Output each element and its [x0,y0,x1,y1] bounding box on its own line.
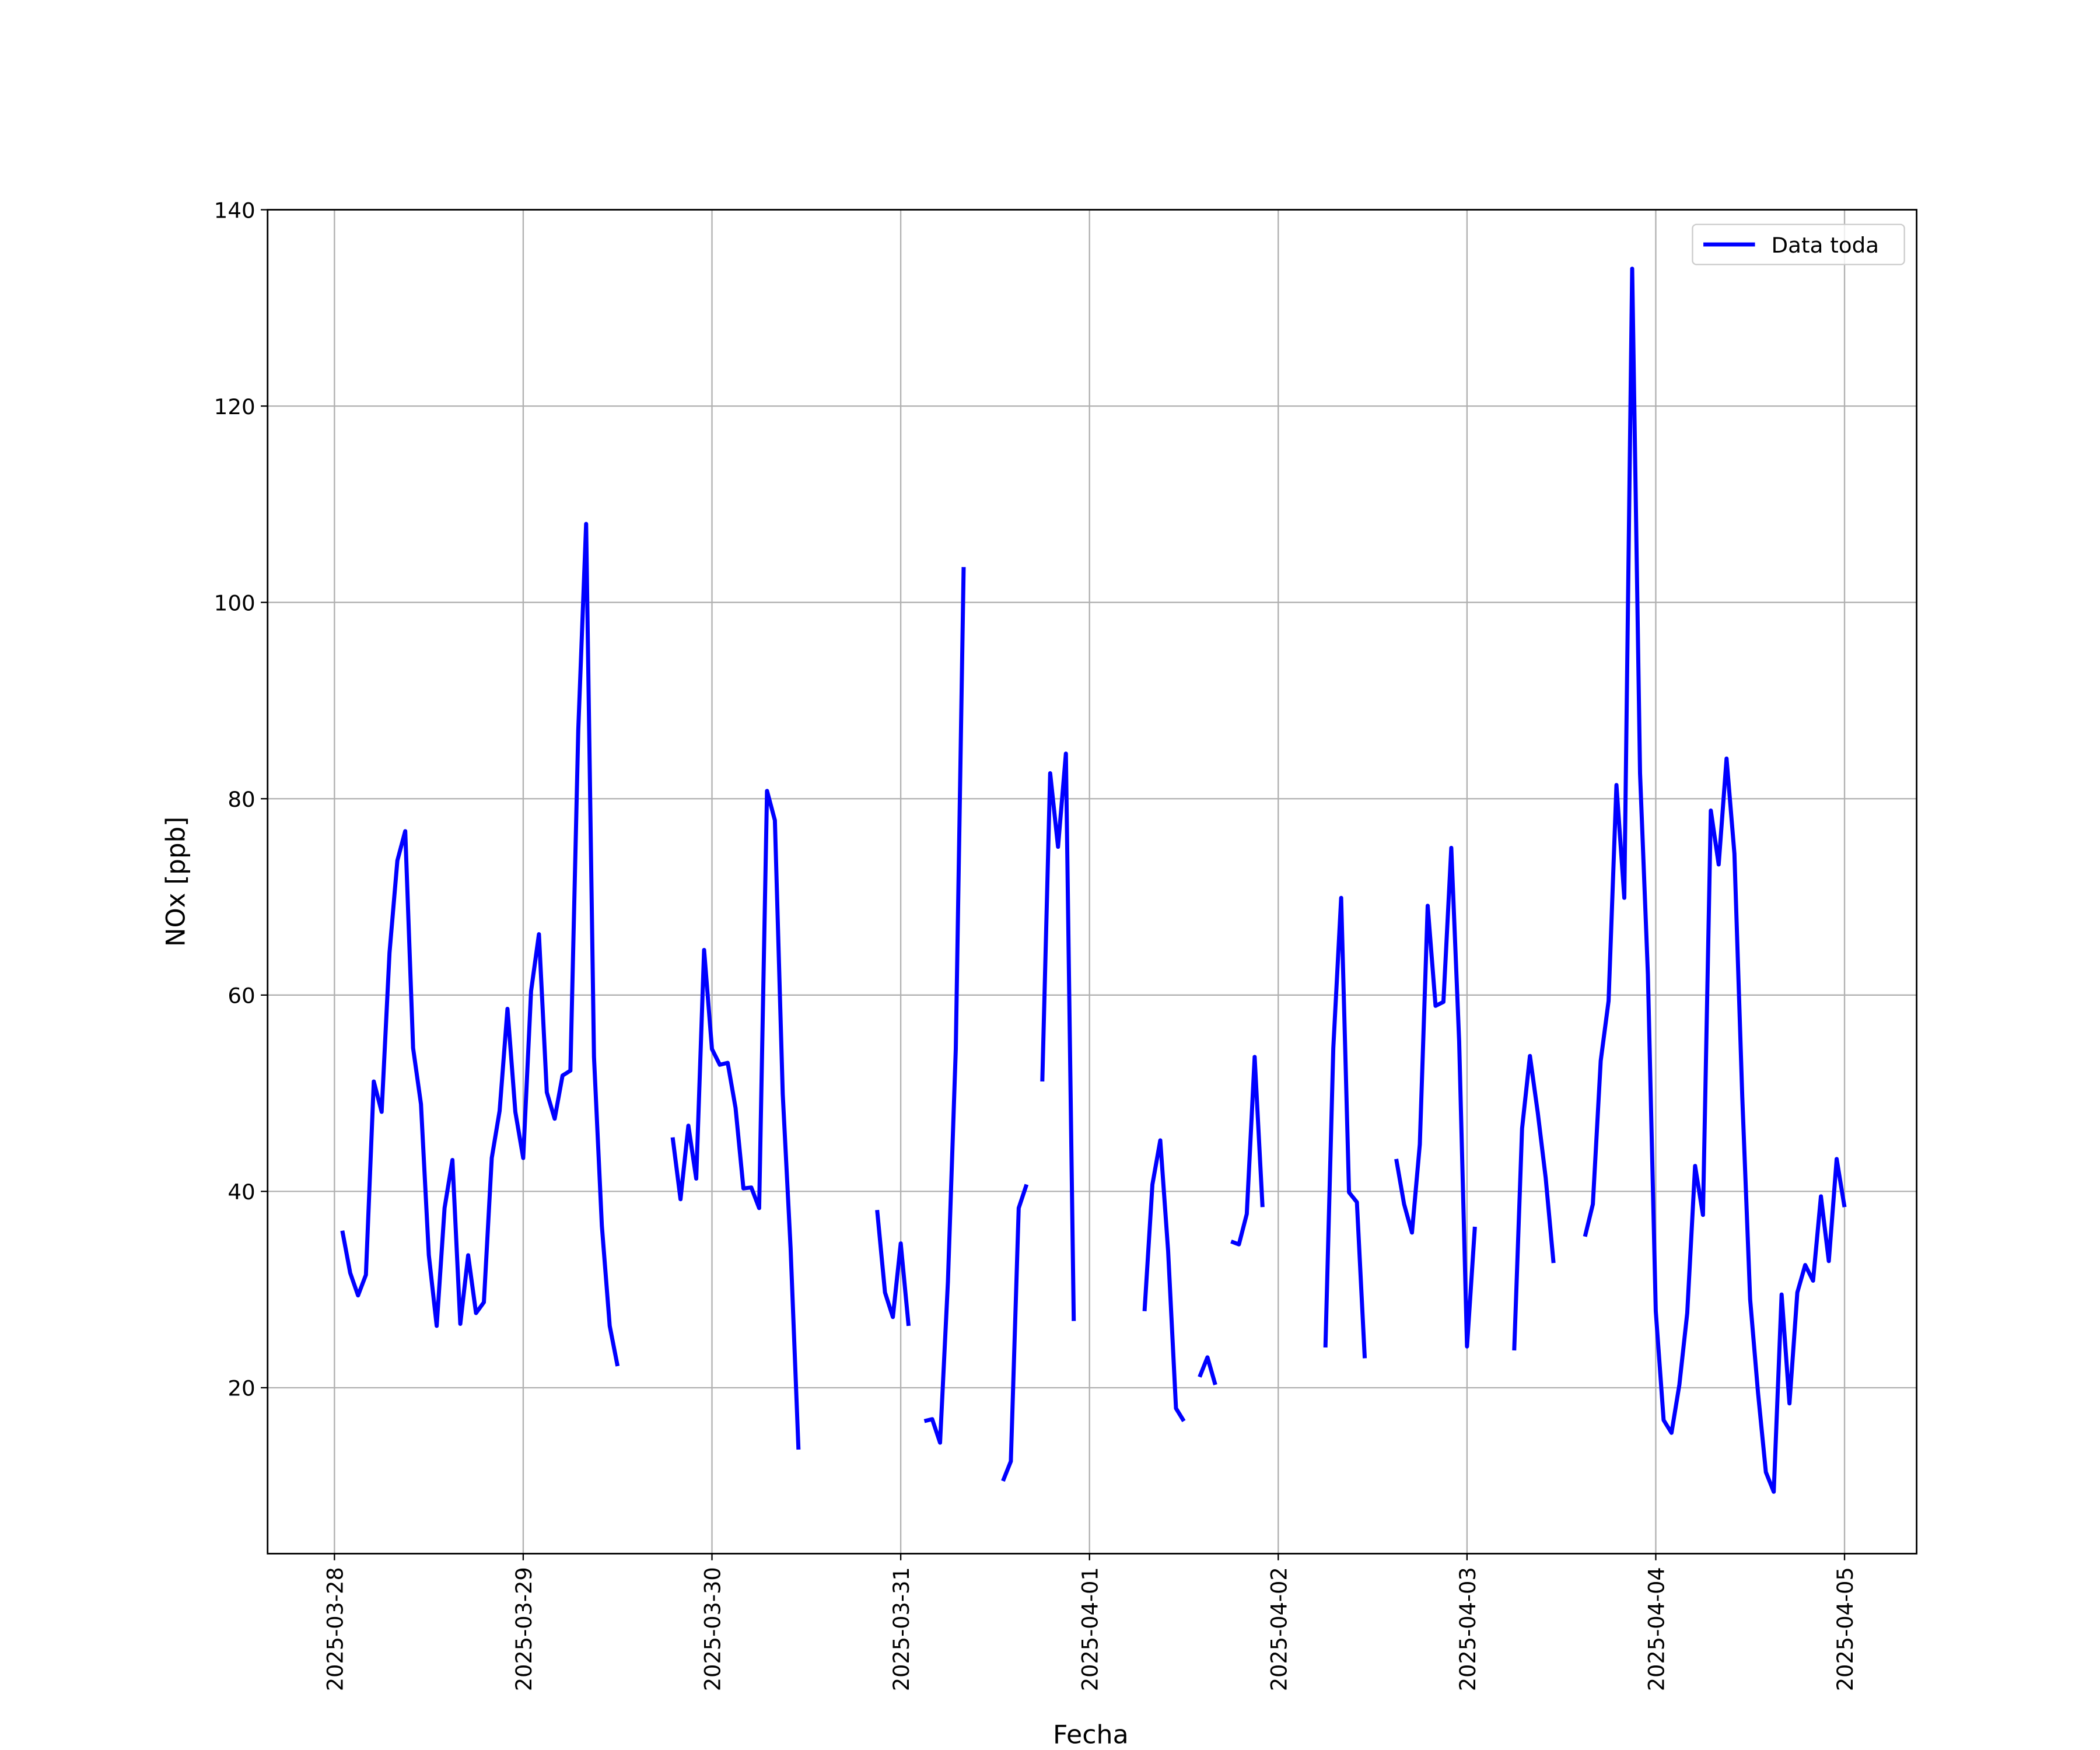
x-axis-label: Fecha [1053,1720,1129,1750]
x-tick-label: 2025-03-30 [700,1567,725,1691]
x-tick-label: 2025-03-28 [323,1567,348,1691]
y-tick-label: 100 [214,591,256,616]
y-tick-label: 60 [228,984,255,1009]
y-tick-label: 20 [228,1376,255,1401]
legend: Data toda [1692,223,1905,265]
axes-frame [267,209,1918,1555]
plot-area [340,267,1847,1494]
data-line [340,267,1847,1494]
x-tick-label: 2025-04-05 [1833,1567,1858,1691]
y-tick-label: 80 [228,787,255,812]
y-axis-label: NOx [ppb] [161,817,191,947]
x-tick-label: 2025-04-02 [1266,1567,1292,1691]
y-tick-label: 40 [228,1180,255,1205]
y-tick-label: 120 [214,394,256,419]
x-tick-label: 2025-04-04 [1644,1567,1669,1691]
x-tick-label: 2025-04-03 [1455,1567,1480,1691]
x-tick-label: 2025-03-29 [512,1567,537,1691]
x-tick-label: 2025-04-01 [1077,1567,1102,1691]
x-tick-label: 2025-03-31 [889,1567,914,1691]
legend-label: Data toda [1771,233,1879,258]
legend-box [1692,223,1905,265]
y-tick-label: 140 [214,198,256,223]
